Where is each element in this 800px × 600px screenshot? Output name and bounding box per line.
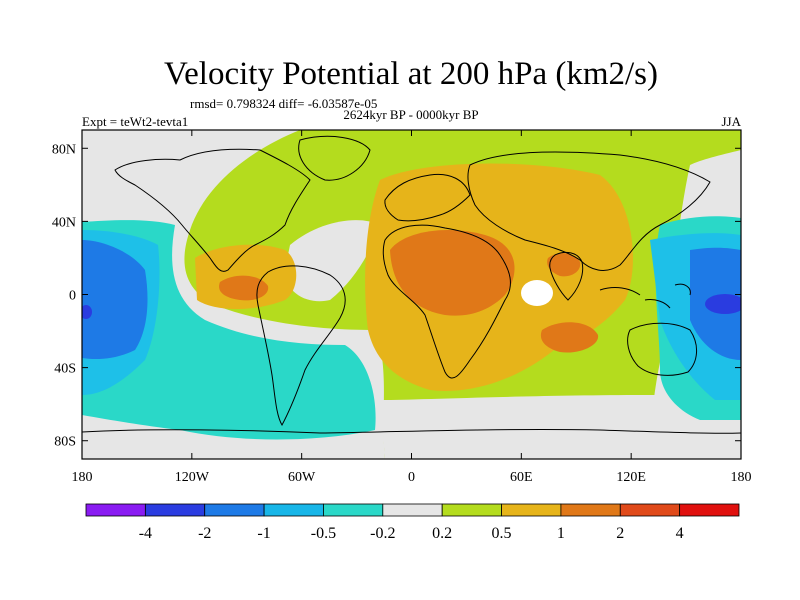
colorbar-label: -0.2 bbox=[370, 525, 395, 542]
lat-tick-label: 0 bbox=[69, 289, 76, 304]
colorbar-swatch bbox=[679, 503, 740, 517]
lon-tick-label: 180 bbox=[72, 470, 93, 485]
lat-tick-label: 80N bbox=[52, 142, 76, 157]
coast-africa bbox=[382, 224, 511, 379]
lon-tick-label: 0 bbox=[408, 470, 415, 485]
lon-tick-label: 60W bbox=[288, 470, 316, 485]
colorbar-label: 4 bbox=[676, 525, 684, 542]
colorbar-swatch bbox=[382, 503, 443, 517]
colorbar-label: 1 bbox=[557, 525, 565, 542]
lat-tick-label: 80S bbox=[54, 435, 76, 450]
colorbar-label: 2 bbox=[616, 525, 624, 542]
field-hole-indian bbox=[521, 280, 553, 306]
coast-north-america bbox=[114, 148, 311, 272]
field-band-gray-south bbox=[380, 395, 660, 459]
field-band-orange-africa bbox=[390, 230, 515, 316]
lon-tick-label: 120E bbox=[616, 470, 646, 485]
colorbar-swatch bbox=[619, 503, 681, 517]
colorbar-label: -4 bbox=[139, 525, 152, 542]
coast-maritime bbox=[599, 283, 691, 309]
field-band-orange-asia bbox=[547, 253, 581, 277]
coast-antarctica bbox=[82, 428, 741, 434]
colorbar-label: 0.5 bbox=[492, 525, 512, 542]
colorbar-swatch bbox=[501, 503, 562, 517]
colorbar-swatch bbox=[323, 503, 384, 517]
field-core-deepblue-west bbox=[82, 305, 92, 319]
latitude-axis: 80N 40N 0 40S 80S bbox=[52, 142, 741, 450]
plot-title: Velocity Potential at 200 hPa (km2/s) bbox=[164, 56, 658, 92]
coast-australia bbox=[627, 322, 697, 376]
colorbar-swatch bbox=[263, 503, 324, 517]
colorbar-swatch bbox=[560, 503, 621, 517]
lon-tick-label: 120W bbox=[175, 470, 210, 485]
colorbar-swatch bbox=[144, 503, 206, 517]
colorbar: -4 -2 -1 -0.5 -0.2 0.2 0.5 1 2 4 bbox=[85, 503, 740, 542]
season-label: JJA bbox=[721, 114, 741, 129]
stats-line: rmsd= 0.798324 diff= -6.03587e-05 bbox=[190, 96, 377, 111]
colorbar-swatch bbox=[85, 503, 146, 517]
coast-south-america bbox=[256, 265, 346, 427]
field-band-gray-atlantic bbox=[285, 220, 380, 302]
field-band-orange-americas bbox=[219, 275, 269, 301]
colorbar-swatch bbox=[204, 503, 265, 517]
field-band-darkblue-west bbox=[82, 240, 148, 360]
field-core-deepblue-east bbox=[705, 294, 741, 314]
lon-tick-label: 180 bbox=[731, 470, 752, 485]
lon-tick-label: 60E bbox=[510, 470, 533, 485]
lat-tick-label: 40S bbox=[54, 362, 76, 377]
experiment-label: Expt = teWt2-tevta1 bbox=[82, 114, 188, 129]
field-band-orange-indian bbox=[540, 322, 599, 353]
coast-asia bbox=[467, 151, 711, 271]
colorbar-label: 0.2 bbox=[432, 525, 452, 542]
colorbar-label: -1 bbox=[257, 525, 270, 542]
lat-tick-label: 40N bbox=[52, 215, 76, 230]
colorbar-swatch bbox=[441, 503, 502, 517]
colorbar-label: -2 bbox=[198, 525, 211, 542]
period-label: 2624kyr BP - 0000kyr BP bbox=[343, 107, 478, 122]
coast-europe bbox=[384, 173, 471, 222]
coast-greenland bbox=[298, 135, 371, 181]
map-field bbox=[82, 130, 741, 459]
coast-india bbox=[549, 251, 584, 301]
coastlines bbox=[82, 135, 741, 434]
longitude-axis: 180 120W 60W 0 60E 120E 180 bbox=[72, 130, 752, 485]
colorbar-label: -0.5 bbox=[311, 525, 336, 542]
